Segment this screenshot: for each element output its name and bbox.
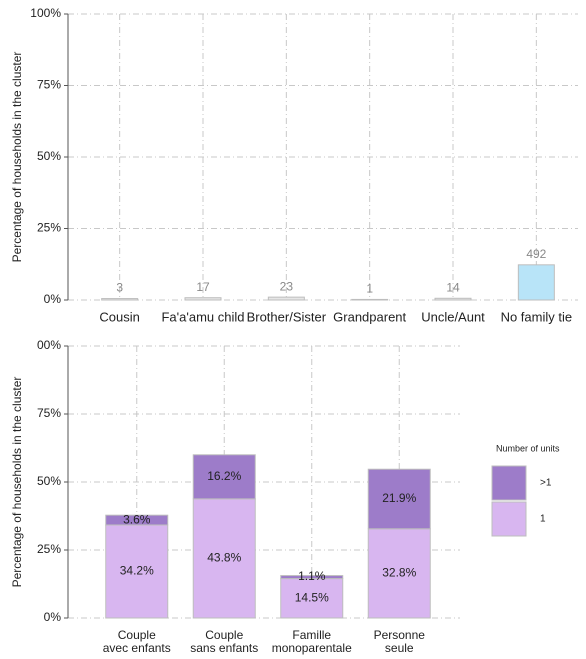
legend-label: 1 xyxy=(540,514,546,525)
count-label: 23 xyxy=(280,279,294,293)
value-label: 1.1% xyxy=(298,569,326,583)
y-tick-label: 00% xyxy=(37,338,61,352)
legend-swatch xyxy=(491,465,527,501)
value-label: 32.8% xyxy=(382,566,416,580)
y-tick-label: 50% xyxy=(37,149,61,163)
x-tick-label: No family tie xyxy=(501,309,573,324)
count-label: 492 xyxy=(526,247,546,261)
value-label: 34.2% xyxy=(120,564,154,578)
bar-segment xyxy=(192,454,256,500)
y-tick-label: 100% xyxy=(30,6,61,20)
bar xyxy=(184,297,222,301)
bar xyxy=(517,264,555,301)
count-label: 14 xyxy=(446,280,460,294)
value-label: 3.6% xyxy=(123,512,151,526)
bar-segment xyxy=(367,528,431,619)
count-label: 17 xyxy=(196,280,210,294)
y-tick-label: 25% xyxy=(37,542,61,556)
bar xyxy=(101,298,139,301)
x-tick-label: Brother/Sister xyxy=(247,309,327,324)
x-tick-label: Fa'a'amu child xyxy=(161,309,244,324)
value-label: 43.8% xyxy=(207,551,241,565)
y-tick-label: 0% xyxy=(44,292,62,306)
x-tick-label: Couple sans enfants xyxy=(190,628,258,655)
bar-segment xyxy=(105,514,169,526)
x-tick-label: Uncle/Aunt xyxy=(421,309,485,324)
bar xyxy=(434,297,472,301)
bar xyxy=(351,298,389,301)
y-tick-label: 75% xyxy=(37,406,61,420)
bar-segment xyxy=(192,498,256,619)
value-label: 16.2% xyxy=(207,469,241,483)
legend-label: >1 xyxy=(540,478,552,489)
x-tick-label: Cousin xyxy=(99,309,139,324)
bar-segment xyxy=(280,575,344,580)
y-axis-title: Percentage of households in the cluster xyxy=(10,377,24,588)
value-label: 14.5% xyxy=(295,590,329,604)
value-label: 21.9% xyxy=(382,491,416,505)
bar-segment xyxy=(105,524,169,619)
y-tick-label: 50% xyxy=(37,474,61,488)
legend-title: Number of units xyxy=(496,443,560,453)
y-tick-label: 75% xyxy=(37,78,61,92)
bar xyxy=(267,296,305,301)
count-label: 1 xyxy=(366,282,373,296)
y-tick-label: 25% xyxy=(37,221,61,235)
y-tick-label: 0% xyxy=(44,610,62,624)
x-tick-label: Couple avec enfants xyxy=(103,628,171,655)
bar-segment xyxy=(367,468,431,530)
count-label: 3 xyxy=(116,281,123,295)
x-tick-label: Personne seule xyxy=(374,628,426,655)
x-tick-label: Famille monoparentale xyxy=(272,628,352,655)
legend-swatch xyxy=(491,501,527,537)
bar-segment xyxy=(280,578,344,619)
x-tick-label: Grandparent xyxy=(333,309,406,324)
y-axis-title: Percentage of households in the cluster xyxy=(10,52,24,263)
